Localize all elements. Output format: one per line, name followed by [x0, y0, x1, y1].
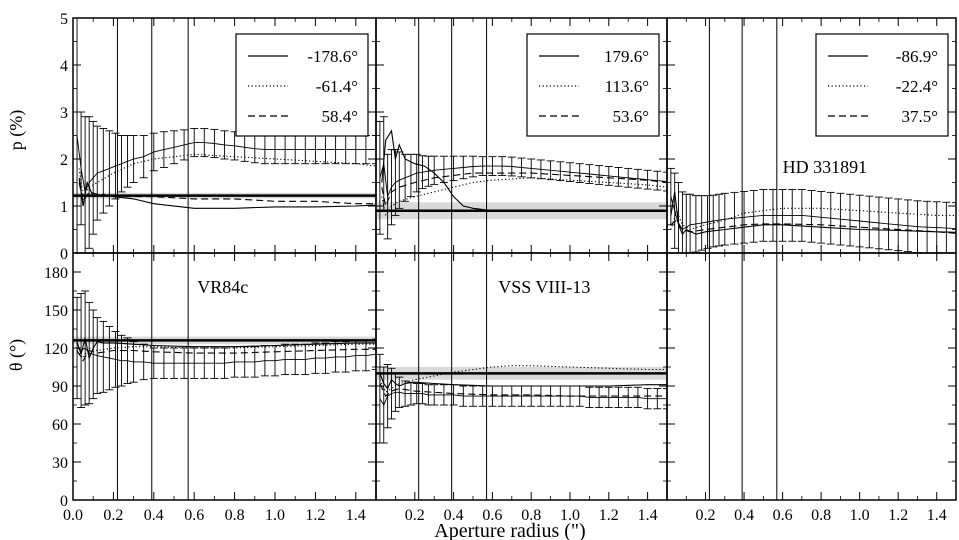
series-line-solid: [381, 129, 667, 212]
y-tick-label: 4: [60, 58, 68, 75]
x-tick-label: 0.6: [482, 507, 502, 524]
y-tick-label: 3: [60, 105, 68, 122]
y-tick-label: 120: [44, 341, 68, 358]
y-tick-label: 0: [60, 493, 68, 510]
y-tick-label: 0: [60, 246, 68, 263]
panel-top-right: HD 331891 -86.9° -22.4° 37.5°: [666, 17, 957, 254]
x-tick-label: 0.4: [144, 507, 164, 524]
errorbar-series: [376, 353, 667, 444]
series-line-dotted: [78, 153, 376, 199]
series-line-dashed: [381, 172, 667, 208]
legend-box: [526, 33, 660, 137]
x-tick-label: 1.0: [560, 507, 580, 524]
y-tick-label: 180: [44, 265, 68, 282]
panel-top-middle: 179.6° 113.6° 53.6°: [375, 17, 668, 254]
panels: 0 1 2 3 4 5 -178.6° -61.4° 58.4° 179.6° 113.6° 53.6…: [44, 11, 957, 524]
panel-plot-area: [376, 18, 667, 253]
panel-bottom-middle: 0.2 0.4 0.6 0.8 1.0 1.2 1.4 VSS VIII-13: [375, 252, 668, 524]
errorbar-series: [73, 290, 376, 408]
x-tick-label: 0.8: [225, 507, 245, 524]
panel-plot-area: [73, 253, 376, 500]
y-tick-label: 90: [52, 379, 68, 396]
legend-label: 179.6°: [604, 47, 649, 66]
x-axis-label: Aperture radius ("): [434, 520, 585, 540]
panel-plot-area: [73, 18, 376, 253]
x-tick-label: 0.2: [103, 507, 123, 524]
x-tick-label: 1.2: [305, 507, 325, 524]
series-line-dotted: [379, 365, 667, 394]
legend-label: -86.9°: [896, 47, 938, 66]
x-tick-label: 0.8: [521, 507, 541, 524]
y-tick-label: 5: [60, 11, 68, 28]
x-tick-label: 1.2: [599, 507, 619, 524]
x-tick-label: 1.2: [888, 507, 908, 524]
y-tick-label: 1: [60, 199, 68, 216]
panel-frame: [666, 252, 957, 501]
legend: -178.6° -61.4° 58.4°: [235, 33, 369, 137]
x-tick-label: 0.2: [405, 507, 425, 524]
errorbar-line: [76, 347, 376, 364]
x-tick-label: 1.4: [346, 507, 366, 524]
series-line-dotted: [381, 177, 667, 217]
legend-label: 58.4°: [321, 107, 358, 126]
panel-plot-area: [708, 253, 778, 500]
x-tick-label: 1.4: [638, 507, 658, 524]
panel-bottom-left: 0 30 60 90 120 150 180 0.0 0.2 0.4 0.6 0.8 1.0 1.2 1.4…: [44, 252, 377, 524]
y-axis-label-bottom: θ (°): [6, 339, 27, 371]
legend: 179.6° 113.6° 53.6°: [526, 33, 660, 137]
panel-top-left: 0 1 2 3 4 5 -178.6° -61.4° 58.4°: [60, 11, 377, 263]
panel-bottom-right: 0.2 0.4 0.6 0.8 1.0 1.2 1.4: [666, 252, 957, 524]
legend-label: 113.6°: [605, 77, 649, 96]
legend-box: [815, 33, 949, 137]
errorbar-series: [73, 18, 376, 253]
legend-label: 37.5°: [901, 107, 938, 126]
y-axis-label-top: p (%): [6, 110, 27, 150]
legend-label: -178.6°: [307, 47, 358, 66]
panel-annotation: HD 331891: [783, 157, 868, 177]
errorbar-series: [376, 116, 667, 240]
errorbar-line: [379, 391, 667, 406]
errorbar-line: [670, 196, 956, 231]
errorbar-series: [667, 167, 956, 253]
series-line-dashed: [78, 182, 376, 205]
errorbar-line: [379, 163, 667, 199]
panel-annotation: VSS VIII-13: [498, 277, 590, 297]
y-tick-label: 150: [44, 303, 68, 320]
y-tick-label: 30: [52, 455, 68, 472]
legend-label: -22.4°: [896, 77, 938, 96]
x-tick-label: 0.6: [184, 507, 204, 524]
x-tick-label: 1.0: [265, 507, 285, 524]
x-tick-label: 0.0: [63, 507, 83, 524]
legend: -86.9° -22.4° 37.5°: [815, 33, 949, 137]
x-tick-label: 0.2: [696, 507, 716, 524]
y-tick-label: 60: [52, 417, 68, 434]
series-line-dotted: [670, 207, 956, 231]
panel-plot-area: [376, 253, 667, 500]
series-line-solid: [379, 373, 667, 390]
legend-label: 53.6°: [612, 107, 649, 126]
x-tick-label: 1.4: [927, 507, 947, 524]
panel-annotation: VR84c: [197, 277, 248, 297]
errorbar-line: [76, 135, 376, 194]
x-tick-label: 0.6: [773, 507, 793, 524]
x-tick-label: 0.4: [734, 507, 754, 524]
y-tick-label: 2: [60, 152, 68, 169]
legend-box: [235, 33, 369, 137]
x-tick-label: 0.4: [444, 507, 464, 524]
x-tick-label: 0.8: [811, 507, 831, 524]
legend-label: -61.4°: [316, 77, 358, 96]
x-tick-label: 1.0: [850, 507, 870, 524]
panel-plot-area: [667, 18, 956, 253]
